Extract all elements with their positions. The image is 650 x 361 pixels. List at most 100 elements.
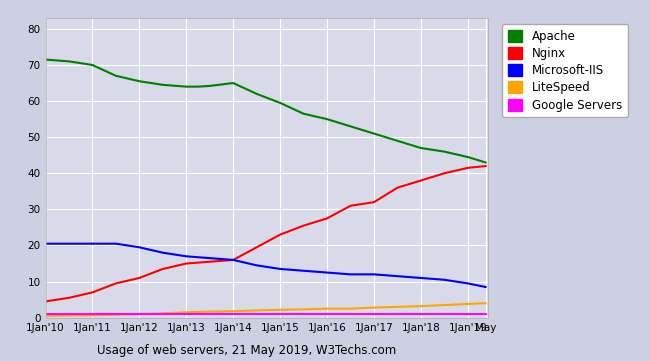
Google Servers	[323, 312, 331, 316]
LiteSpeed	[112, 313, 120, 317]
Apache	[183, 84, 190, 89]
Google Servers	[88, 312, 96, 316]
LiteSpeed	[346, 306, 354, 311]
Microsoft-IIS	[464, 281, 472, 286]
Text: Usage of web servers, 21 May 2019, W3Techs.com: Usage of web servers, 21 May 2019, W3Tec…	[98, 344, 396, 357]
Nginx	[42, 299, 49, 304]
LiteSpeed	[65, 313, 73, 318]
LiteSpeed	[206, 309, 214, 314]
Microsoft-IIS	[253, 263, 261, 268]
Apache	[276, 101, 284, 105]
LiteSpeed	[276, 308, 284, 312]
Microsoft-IIS	[323, 270, 331, 275]
LiteSpeed	[42, 314, 49, 318]
Nginx	[393, 186, 401, 190]
Apache	[464, 155, 472, 159]
Google Servers	[112, 312, 120, 316]
Microsoft-IIS	[393, 274, 401, 278]
Microsoft-IIS	[65, 242, 73, 246]
LiteSpeed	[135, 312, 143, 316]
Nginx	[482, 164, 489, 168]
Nginx	[441, 171, 448, 175]
Nginx	[183, 261, 190, 266]
Google Servers	[393, 312, 401, 316]
LiteSpeed	[88, 313, 96, 317]
Google Servers	[65, 312, 73, 316]
Apache	[441, 149, 448, 154]
Apache	[393, 139, 401, 143]
Nginx	[370, 200, 378, 204]
Google Servers	[42, 312, 49, 316]
Apache	[370, 131, 378, 136]
Apache	[65, 59, 73, 64]
Microsoft-IIS	[417, 276, 424, 280]
Google Servers	[464, 312, 472, 316]
Microsoft-IIS	[441, 278, 448, 282]
Microsoft-IIS	[276, 267, 284, 271]
Nginx	[417, 178, 424, 183]
Nginx	[253, 245, 261, 249]
Microsoft-IIS	[346, 272, 354, 277]
Apache	[253, 92, 261, 96]
Apache	[135, 79, 143, 83]
LiteSpeed	[482, 301, 489, 305]
Apache	[300, 112, 307, 116]
Nginx	[323, 216, 331, 221]
LiteSpeed	[253, 308, 261, 313]
Microsoft-IIS	[482, 285, 489, 289]
Microsoft-IIS	[206, 256, 214, 260]
LiteSpeed	[393, 305, 401, 309]
Google Servers	[346, 312, 354, 316]
Microsoft-IIS	[183, 254, 190, 258]
Nginx	[276, 232, 284, 237]
LiteSpeed	[417, 304, 424, 308]
Apache	[346, 124, 354, 129]
Nginx	[65, 296, 73, 300]
Apache	[88, 63, 96, 67]
Line: Apache: Apache	[46, 60, 486, 162]
Nginx	[346, 204, 354, 208]
Google Servers	[482, 312, 489, 316]
Microsoft-IIS	[229, 258, 237, 262]
Apache	[417, 146, 424, 150]
Line: Microsoft-IIS: Microsoft-IIS	[46, 244, 486, 287]
Google Servers	[441, 312, 448, 316]
LiteSpeed	[441, 303, 448, 307]
Microsoft-IIS	[159, 251, 166, 255]
LiteSpeed	[323, 306, 331, 311]
Nginx	[135, 276, 143, 280]
LiteSpeed	[464, 302, 472, 306]
Microsoft-IIS	[300, 269, 307, 273]
Apache	[206, 84, 214, 88]
LiteSpeed	[159, 311, 166, 316]
LiteSpeed	[183, 310, 190, 314]
Microsoft-IIS	[112, 242, 120, 246]
Google Servers	[229, 312, 237, 316]
Nginx	[229, 258, 237, 262]
Apache	[42, 57, 49, 62]
Google Servers	[135, 312, 143, 316]
Google Servers	[159, 312, 166, 316]
Apache	[229, 81, 237, 85]
Apache	[159, 83, 166, 87]
Apache	[194, 84, 202, 89]
Apache	[323, 117, 331, 121]
Line: Nginx: Nginx	[46, 166, 486, 301]
Line: LiteSpeed: LiteSpeed	[46, 303, 486, 316]
Microsoft-IIS	[370, 272, 378, 277]
Microsoft-IIS	[135, 245, 143, 249]
LiteSpeed	[370, 305, 378, 310]
Apache	[112, 74, 120, 78]
Google Servers	[276, 312, 284, 316]
Nginx	[464, 166, 472, 170]
Google Servers	[300, 312, 307, 316]
Nginx	[300, 223, 307, 228]
Google Servers	[253, 312, 261, 316]
Nginx	[88, 290, 96, 295]
Microsoft-IIS	[42, 242, 49, 246]
Legend: Apache, Nginx, Microsoft-IIS, LiteSpeed, Google Servers: Apache, Nginx, Microsoft-IIS, LiteSpeed,…	[502, 24, 628, 117]
Google Servers	[370, 312, 378, 316]
Nginx	[112, 281, 120, 286]
Microsoft-IIS	[88, 242, 96, 246]
Nginx	[159, 267, 166, 271]
